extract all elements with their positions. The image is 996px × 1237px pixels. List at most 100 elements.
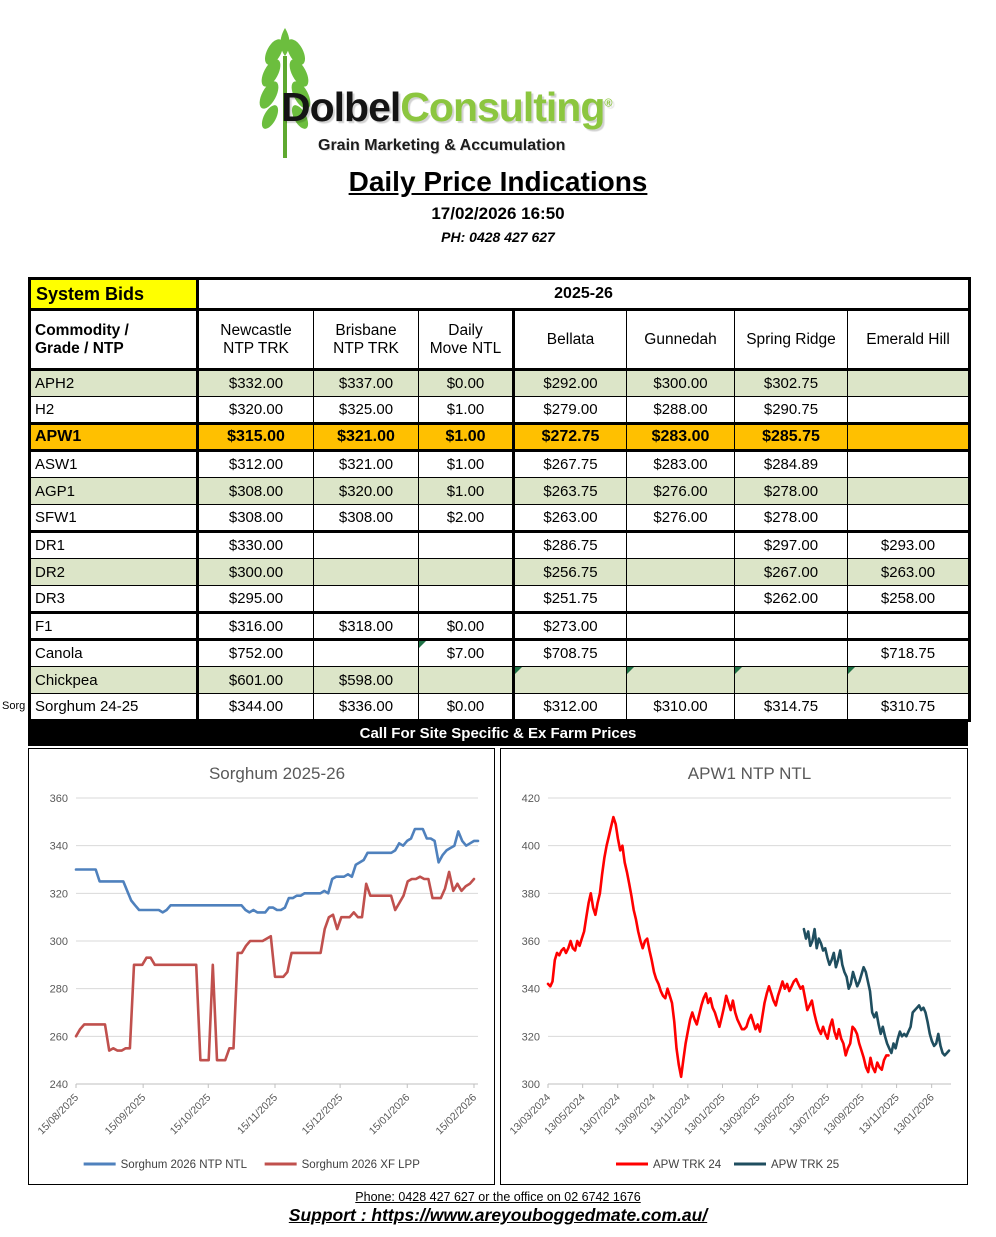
price-cell xyxy=(626,531,735,559)
column-header: Daily Move NTL xyxy=(418,309,515,371)
commodity-cell: DR3 xyxy=(29,585,199,614)
sorghum-chart: Sorghum 2025-26 240 260 280 300 320 340 360 15/0… xyxy=(35,764,480,1171)
price-cell: $308.00 xyxy=(313,504,419,533)
price-cell: $752.00 xyxy=(197,639,314,667)
price-cell: $308.00 xyxy=(197,504,314,533)
price-cell xyxy=(418,558,515,586)
price-cell: $320.00 xyxy=(313,477,419,505)
system-bids-label: System Bids xyxy=(29,278,199,311)
sorghum-chart-box: Sorghum 2025-26 240 260 280 300 320 340 360 15/0… xyxy=(28,748,495,1185)
price-cell: $344.00 xyxy=(197,693,314,721)
system-bids-table: System Bids 2025-26 Commodity / Grade / … xyxy=(28,277,972,722)
column-header: Emerald Hill xyxy=(846,309,971,371)
svg-text:15/02/2026: 15/02/2026 xyxy=(433,1092,479,1138)
svg-text:15/09/2025: 15/09/2025 xyxy=(103,1092,149,1138)
price-cell xyxy=(846,666,971,694)
price-cell: $7.00 xyxy=(418,639,515,667)
price-cell: $1.00 xyxy=(418,396,515,425)
svg-text:15/12/2025: 15/12/2025 xyxy=(300,1092,346,1138)
svg-text:300: 300 xyxy=(50,936,68,948)
price-cell xyxy=(626,612,735,641)
price-cell: $302.75 xyxy=(734,369,848,397)
price-cell xyxy=(313,639,419,667)
table-row: Sorghum 24-25 $344.00 $336.00 $0.00 $312.00 $… xyxy=(29,693,971,721)
price-cell: $2.00 xyxy=(418,504,515,533)
svg-text:240: 240 xyxy=(50,1079,68,1091)
price-cell: $283.00 xyxy=(626,423,735,452)
price-cell: $315.00 xyxy=(197,423,314,452)
price-cell: $718.75 xyxy=(846,639,971,667)
price-cell xyxy=(846,369,971,397)
column-header: Brisbane NTP TRK xyxy=(313,309,419,371)
price-cell: $310.00 xyxy=(626,693,735,721)
report-datetime: 17/02/2026 16:50 xyxy=(431,204,565,223)
price-cell: $293.00 xyxy=(846,531,971,559)
brand-name-black: Dolbel xyxy=(281,84,401,130)
svg-text:340: 340 xyxy=(522,984,540,996)
svg-text:Sorghum 2025-26: Sorghum 2025-26 xyxy=(209,764,345,783)
price-cell xyxy=(846,450,971,478)
svg-text:340: 340 xyxy=(50,841,68,853)
price-cell: $0.00 xyxy=(418,612,515,641)
column-header: Newcastle NTP TRK xyxy=(197,309,314,371)
price-cell: $308.00 xyxy=(197,477,314,505)
svg-text:260: 260 xyxy=(50,1031,68,1043)
price-cell xyxy=(313,585,419,614)
commodity-cell: Sorghum 24-25 xyxy=(29,693,199,721)
price-cell: $318.00 xyxy=(313,612,419,641)
table-row: APW1 $315.00 $321.00 $1.00 $272.75 $283.00 $28… xyxy=(29,423,971,452)
price-cell: $276.00 xyxy=(626,504,735,533)
price-cell xyxy=(846,396,971,425)
table-row: APH2 $332.00 $337.00 $0.00 $292.00 $300.00 $30… xyxy=(29,369,971,397)
footer-phone-line: Phone: 0428 427 627 or the office on 02 … xyxy=(355,1190,641,1204)
price-cell: $251.75 xyxy=(513,585,627,614)
column-header: Commodity / Grade / NTP xyxy=(29,309,199,371)
price-cell xyxy=(846,477,971,505)
price-cell: $0.00 xyxy=(418,369,515,397)
price-cell: $288.00 xyxy=(626,396,735,425)
price-cell: $283.00 xyxy=(626,450,735,478)
price-cell: $278.00 xyxy=(734,477,848,505)
commodity-cell: DR2 xyxy=(29,558,199,586)
svg-text:APW1 NTP NTL: APW1 NTP NTL xyxy=(688,764,811,783)
price-cell: $332.00 xyxy=(197,369,314,397)
price-cell: $337.00 xyxy=(313,369,419,397)
brand-tagline: Grain Marketing & Accumulation xyxy=(318,137,566,154)
call-banner: Call For Site Specific & Ex Farm Prices xyxy=(28,721,968,746)
commodity-cell: SFW1 xyxy=(29,504,199,533)
price-cell xyxy=(626,558,735,586)
brand-logo: DolbelConsulting® xyxy=(281,84,612,131)
svg-text:320: 320 xyxy=(522,1031,540,1043)
commodity-cell: ASW1 xyxy=(29,450,199,478)
price-cell: $263.75 xyxy=(513,477,627,505)
table-row: SFW1 $308.00 $308.00 $2.00 $263.00 $276.00 $27… xyxy=(29,504,971,533)
price-cell xyxy=(313,531,419,559)
table-row: H2 $320.00 $325.00 $1.00 $279.00 $288.00 $290.… xyxy=(29,396,971,425)
commodity-cell: H2 xyxy=(29,396,199,425)
price-cell: $284.89 xyxy=(734,450,848,478)
commodity-cell: Chickpea xyxy=(29,666,199,694)
table-row: AGP1 $308.00 $320.00 $1.00 $263.75 $276.00 $27… xyxy=(29,477,971,505)
svg-text:15/08/2025: 15/08/2025 xyxy=(35,1092,81,1138)
price-cell: $297.00 xyxy=(734,531,848,559)
price-cell: $292.00 xyxy=(513,369,627,397)
price-cell: $285.75 xyxy=(734,423,848,452)
table-season-row: System Bids 2025-26 xyxy=(29,278,971,311)
price-cell: $290.75 xyxy=(734,396,848,425)
price-cell xyxy=(734,612,848,641)
table-row: DR1 $330.00 $286.75 $297.00 $293.00 xyxy=(29,531,971,559)
footer-support-link[interactable]: Support : https://www.areyouboggedmate.c… xyxy=(288,1205,708,1225)
price-cell xyxy=(846,612,971,641)
price-cell: $300.00 xyxy=(197,558,314,586)
price-cell xyxy=(626,666,735,694)
price-cell xyxy=(846,504,971,533)
price-cell xyxy=(418,531,515,559)
apw1-chart: APW1 NTP NTL30032034036038040042013/03/2… xyxy=(507,764,951,1171)
price-cell: $263.00 xyxy=(846,558,971,586)
table-row: F1 $316.00 $318.00 $0.00 $273.00 xyxy=(29,612,971,641)
svg-text:15/01/2026: 15/01/2026 xyxy=(367,1092,413,1138)
commodity-cell: AGP1 xyxy=(29,477,199,505)
price-cell: $258.00 xyxy=(846,585,971,614)
price-cell xyxy=(313,558,419,586)
brand-name-green: Consulting xyxy=(400,84,605,130)
